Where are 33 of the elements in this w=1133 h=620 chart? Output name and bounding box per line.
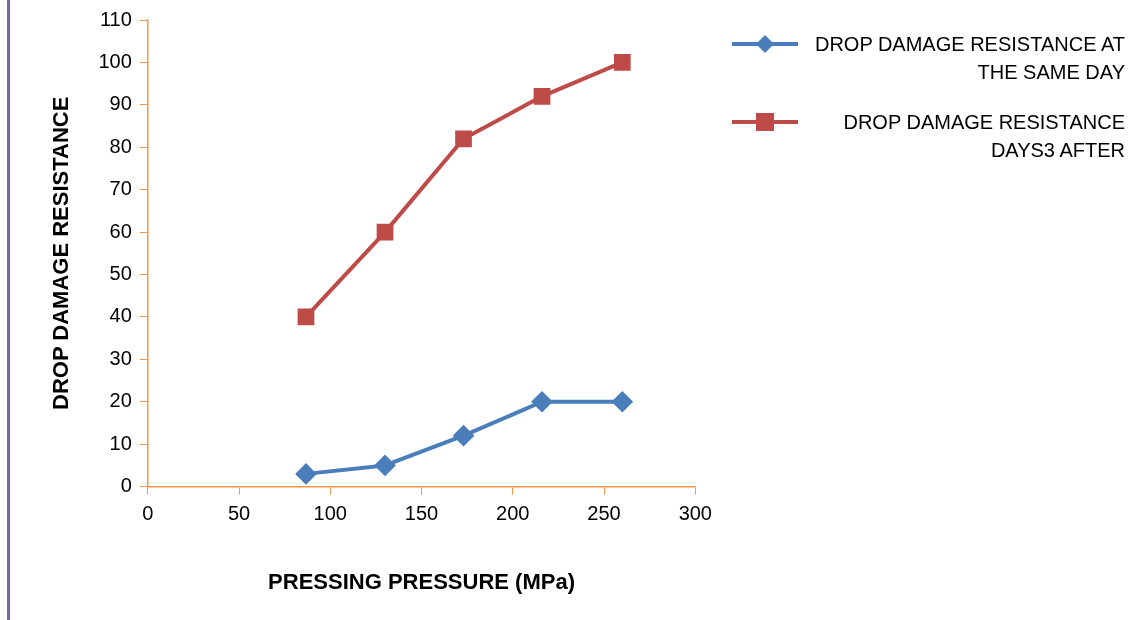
y-tick-label: 10	[109, 431, 132, 454]
y-tick-label: 60	[109, 219, 132, 242]
point	[532, 391, 552, 412]
x-tick-label: 100	[313, 502, 347, 525]
point	[612, 391, 633, 412]
y-tick-label: 90	[109, 92, 132, 115]
y-axis-title: DROP DAMAGE RESISTANCE	[48, 96, 74, 410]
x-tick-label: 300	[678, 502, 712, 525]
y-tick-label: 40	[109, 304, 132, 327]
y-tick-label: 20	[109, 389, 132, 412]
y-tick-label: 30	[109, 346, 132, 369]
point	[453, 425, 474, 446]
point	[613, 54, 631, 71]
point	[455, 130, 472, 148]
x-tick-label: 50	[227, 502, 251, 525]
y-tick-label: 80	[109, 134, 132, 157]
x-axis-title: PRESSING PRESSURE (MPa)	[268, 568, 575, 594]
legend-label: DROP DAMAGE RESISTANCE AT THE SAME DAY	[814, 33, 1125, 83]
x-tick-label: 250	[587, 502, 621, 525]
y-tick-label: 100	[98, 49, 132, 72]
x-tick-label: 150	[404, 502, 439, 525]
y-tick-label: 70	[109, 177, 132, 200]
point	[533, 87, 551, 105]
y-tick-label: 110	[99, 7, 132, 30]
point	[375, 455, 396, 476]
x-tick-label: 0	[142, 502, 154, 525]
point	[376, 223, 394, 241]
point	[296, 463, 317, 484]
point	[297, 308, 315, 326]
x-tick-label: 200	[496, 502, 530, 525]
y-tick-label: 50	[109, 262, 132, 285]
y-tick-label: 0	[120, 474, 132, 497]
legend-label: DROP DAMAGE RESISTANCE DAYS3 AFTER	[843, 111, 1125, 161]
